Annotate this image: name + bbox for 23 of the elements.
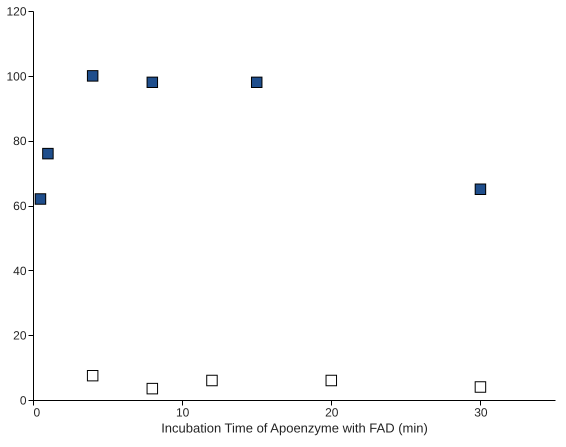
point <box>34 193 46 205</box>
x-axis-title: Incubation Time of Apoenzyme with FAD (min) <box>161 420 428 436</box>
point <box>86 370 98 382</box>
point <box>206 374 218 386</box>
point <box>86 70 98 82</box>
x-tick-label: 30 <box>474 406 488 420</box>
point <box>146 76 158 88</box>
point <box>146 382 158 394</box>
y-tick-label: 60 <box>13 199 27 213</box>
y-tick-label: 120 <box>6 4 27 18</box>
x-tick-label: 0 <box>34 406 40 420</box>
point <box>474 184 486 196</box>
x-tick-label: 20 <box>325 406 339 420</box>
point <box>474 381 486 393</box>
y-tick-label: 100 <box>6 69 27 84</box>
x-tick-label: 10 <box>176 406 190 420</box>
point <box>42 148 54 160</box>
point <box>250 76 262 88</box>
y-tick-label: 20 <box>13 328 27 343</box>
y-tick-label: 80 <box>13 134 27 148</box>
point <box>326 374 338 386</box>
y-tick-label: 40 <box>13 264 27 278</box>
y-tick-label: 0 <box>20 394 27 408</box>
